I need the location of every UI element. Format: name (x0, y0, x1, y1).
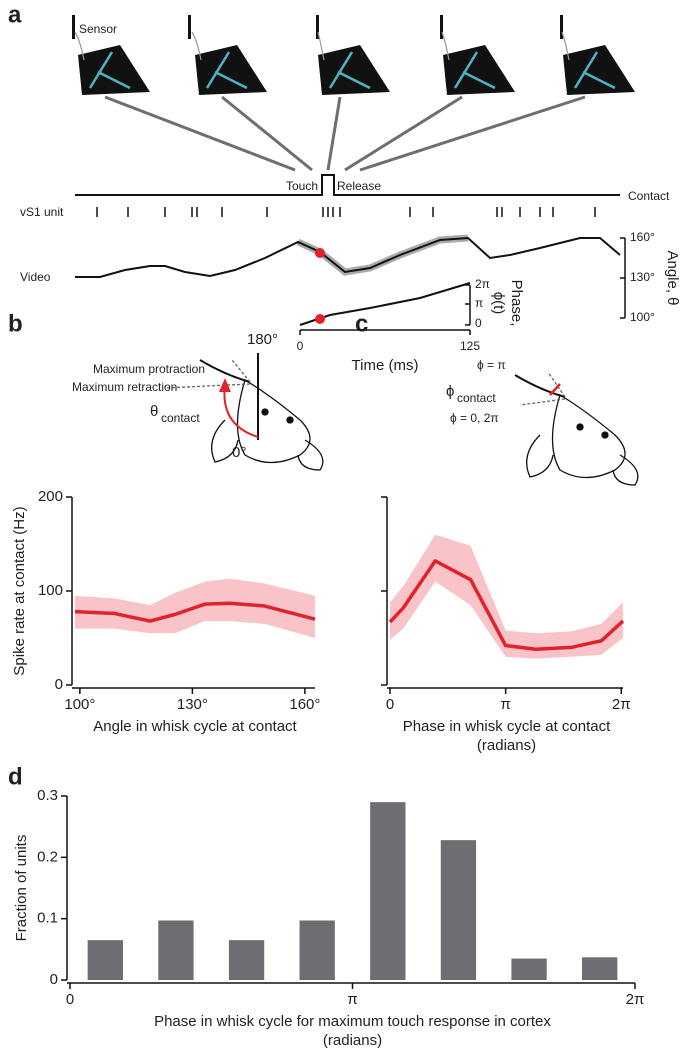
x-axis-label: (radians) (323, 1032, 382, 1049)
x-tick-label: 2π (612, 696, 631, 713)
y-tick-label: 0 (50, 971, 58, 988)
x-tick-label: 100° (64, 696, 95, 713)
x-tick-label: π (500, 696, 510, 713)
y-tick-label: 0 (55, 676, 63, 693)
bar (370, 802, 406, 980)
label: contact (457, 391, 496, 405)
touch-point (315, 314, 325, 324)
tick-label: 130° (630, 270, 655, 284)
contact-trace (75, 174, 620, 196)
bar (87, 940, 123, 980)
line (388, 559, 625, 652)
x-tick-label: 0 (386, 696, 394, 713)
bar (440, 840, 477, 980)
whiskers (88, 51, 616, 90)
panel-letter: b (8, 310, 23, 337)
axis-label: Phase, (508, 280, 525, 327)
tick-label: 2π (475, 277, 490, 291)
y-axis-label: Spike rate at contact (Hz) (11, 506, 28, 675)
spike-raster (96, 207, 596, 217)
bar (228, 940, 265, 980)
schematic-a: Sensor Touch Release Contact vS1 unit Vi… (20, 15, 681, 374)
inset-b (164, 353, 324, 471)
error-band (390, 534, 623, 659)
axis-label: Angle, θ (664, 250, 681, 305)
y-axis-label: Fraction of units (13, 835, 30, 942)
line (74, 601, 316, 623)
bar (158, 920, 194, 980)
label: ϕ = π (477, 358, 506, 372)
label: θ (150, 403, 158, 420)
bar (582, 957, 618, 980)
tick-label: 125 (460, 339, 480, 353)
label: Contact (628, 189, 670, 203)
tick-label: 100° (630, 310, 655, 324)
y-tick-label: 0.2 (37, 848, 58, 865)
y-tick-label: 200 (38, 488, 63, 505)
panel-letter: c (355, 310, 368, 337)
connectors (104, 95, 586, 172)
axis-label: Time (ms) (352, 357, 419, 374)
x-tick-label: 130° (177, 696, 208, 713)
label: Video (20, 270, 51, 284)
mouse-heads (72, 15, 635, 95)
label: Maximum retraction (72, 380, 177, 394)
panel-letter: a (8, 1, 22, 28)
phase-trace (299, 282, 471, 326)
label: Sensor (79, 22, 117, 36)
bar (511, 958, 547, 980)
bar (299, 920, 335, 980)
tick-label: 0 (297, 339, 304, 353)
label: 0° (232, 444, 246, 461)
x-tick-label: 2π (626, 991, 645, 1008)
touch-point (315, 248, 325, 258)
label: Maximum protraction (93, 362, 205, 376)
label: vS1 unit (20, 205, 64, 219)
panel-letter: d (8, 763, 23, 790)
x-axis-label: Phase in whisk cycle at contact (403, 718, 611, 735)
x-tick-label: π (347, 991, 357, 1008)
x-axis-label: Phase in whisk cycle for maximum touch r… (154, 1013, 551, 1030)
x-axis-label: Angle in whisk cycle at contact (93, 718, 297, 735)
label: Release (337, 179, 381, 193)
y-tick-label: 0.1 (37, 910, 58, 927)
label: ϕ (446, 383, 454, 400)
axis-label: ϕ(t) (490, 292, 507, 315)
angle-trace (75, 236, 621, 278)
label: Touch (286, 179, 318, 193)
x-tick-label: 0 (66, 991, 74, 1008)
y-tick-label: 0.3 (37, 787, 58, 804)
tick-label: 0 (475, 316, 482, 330)
x-tick-label: 160° (289, 696, 320, 713)
label: 180° (247, 331, 278, 348)
label: contact (161, 411, 200, 425)
x-axis-label: (radians) (477, 737, 536, 754)
label: ϕ = 0, 2π (450, 411, 499, 425)
tick-label: π (475, 296, 483, 310)
tick-label: 160° (630, 230, 655, 244)
inset-c (514, 371, 639, 486)
y-tick-label: 100 (38, 582, 63, 599)
